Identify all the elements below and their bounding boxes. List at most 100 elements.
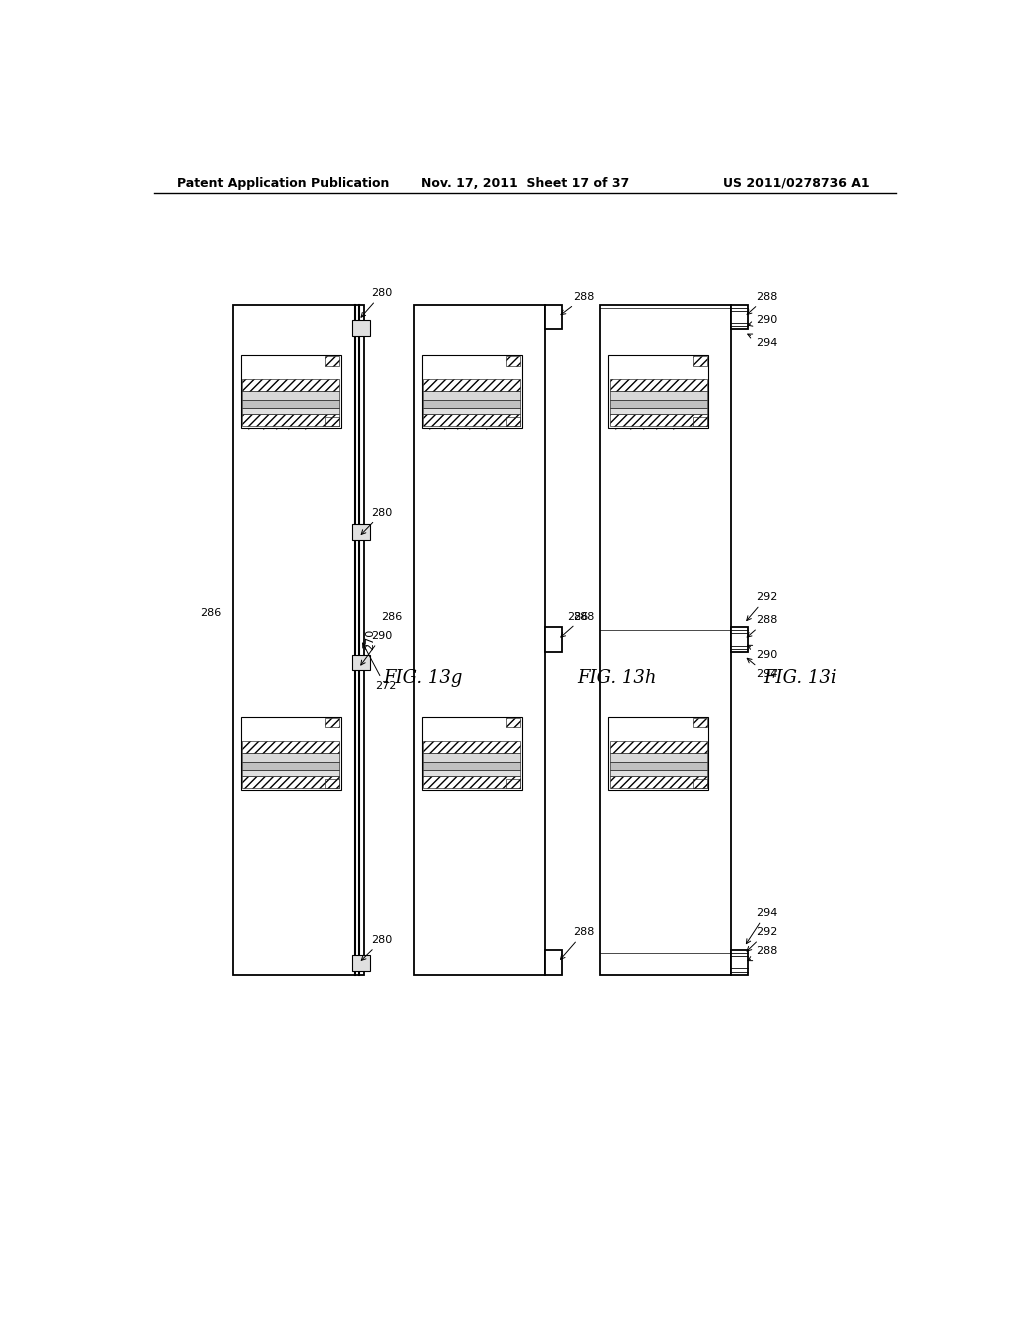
Text: 278: 278 xyxy=(258,413,276,430)
Text: 294: 294 xyxy=(748,334,777,348)
Text: 277: 277 xyxy=(481,775,500,793)
Text: 288: 288 xyxy=(560,927,595,960)
Bar xyxy=(241,717,341,789)
Text: 282: 282 xyxy=(651,413,670,430)
Bar xyxy=(609,391,707,400)
Bar xyxy=(692,417,707,426)
Text: 290: 290 xyxy=(748,645,777,660)
Bar xyxy=(326,356,339,366)
Text: 278: 278 xyxy=(439,775,458,793)
Bar xyxy=(506,417,520,426)
Text: 288: 288 xyxy=(748,292,777,314)
Bar xyxy=(352,321,370,335)
Text: 290: 290 xyxy=(748,315,777,326)
Bar xyxy=(243,752,339,762)
Bar xyxy=(422,355,521,428)
Text: 294: 294 xyxy=(748,659,777,680)
Bar xyxy=(423,414,520,426)
Text: 276: 276 xyxy=(453,413,471,430)
Bar xyxy=(243,400,339,408)
Bar xyxy=(241,355,341,428)
Text: FIG. 13i: FIG. 13i xyxy=(764,669,838,688)
Text: 288: 288 xyxy=(561,611,595,638)
Polygon shape xyxy=(731,627,749,652)
Text: 286: 286 xyxy=(200,607,221,618)
Bar xyxy=(423,770,520,776)
Bar xyxy=(243,741,339,752)
Bar xyxy=(423,741,520,752)
Text: 277: 277 xyxy=(481,413,500,430)
Text: 277: 277 xyxy=(243,413,261,430)
Text: 282: 282 xyxy=(465,413,483,430)
Text: 277: 277 xyxy=(668,413,686,430)
Text: 278: 278 xyxy=(258,775,276,793)
Polygon shape xyxy=(731,305,749,330)
Bar xyxy=(609,762,707,770)
Text: 286: 286 xyxy=(381,611,402,622)
Bar xyxy=(506,718,520,727)
Bar xyxy=(243,762,339,770)
Bar xyxy=(423,391,520,400)
Text: 282: 282 xyxy=(284,775,302,793)
Bar xyxy=(692,718,707,727)
Bar xyxy=(243,776,339,788)
Text: 276: 276 xyxy=(271,413,290,430)
Text: 270: 270 xyxy=(366,630,376,651)
Text: 282: 282 xyxy=(465,775,483,793)
Text: 288: 288 xyxy=(748,615,777,638)
Text: 282: 282 xyxy=(284,413,302,430)
Polygon shape xyxy=(731,950,749,974)
Text: 277: 277 xyxy=(424,413,442,430)
Text: 277: 277 xyxy=(668,775,686,793)
Text: 290: 290 xyxy=(360,631,393,665)
Bar xyxy=(352,524,370,540)
Bar xyxy=(243,414,339,426)
Text: 280: 280 xyxy=(361,508,393,535)
Text: 292: 292 xyxy=(746,593,777,620)
Text: 277: 277 xyxy=(301,775,319,793)
Bar xyxy=(609,752,707,762)
Text: 276: 276 xyxy=(639,413,657,430)
Bar xyxy=(609,408,707,414)
Bar xyxy=(600,305,731,974)
Polygon shape xyxy=(545,305,562,330)
Bar xyxy=(243,379,339,391)
Bar xyxy=(326,718,339,727)
Text: 280: 280 xyxy=(361,288,393,317)
Text: 288: 288 xyxy=(748,946,777,961)
Text: 278: 278 xyxy=(439,413,458,430)
Bar xyxy=(608,717,708,789)
Bar xyxy=(609,776,707,788)
Text: 277: 277 xyxy=(243,775,261,793)
Polygon shape xyxy=(545,627,562,652)
Bar xyxy=(423,752,520,762)
Bar xyxy=(423,762,520,770)
Bar xyxy=(609,379,707,391)
Bar xyxy=(609,741,707,752)
Text: FIG. 13g: FIG. 13g xyxy=(383,669,463,688)
Text: 277: 277 xyxy=(610,413,629,430)
Bar xyxy=(692,779,707,788)
Bar xyxy=(414,305,545,974)
Bar xyxy=(609,400,707,408)
Text: 277: 277 xyxy=(301,413,319,430)
Bar xyxy=(608,355,708,428)
Bar xyxy=(609,414,707,426)
Bar xyxy=(243,391,339,400)
Text: 277: 277 xyxy=(610,775,629,793)
Bar xyxy=(243,408,339,414)
Bar xyxy=(423,776,520,788)
Text: Patent Application Publication: Patent Application Publication xyxy=(177,177,389,190)
Text: 294: 294 xyxy=(746,908,777,944)
Text: 278: 278 xyxy=(626,775,644,793)
Text: 292: 292 xyxy=(748,927,777,952)
Bar xyxy=(692,356,707,366)
Text: 278: 278 xyxy=(626,413,644,430)
Bar xyxy=(233,305,364,974)
Bar xyxy=(423,379,520,391)
Polygon shape xyxy=(545,950,562,974)
Text: FIG. 13h: FIG. 13h xyxy=(578,669,656,688)
Bar xyxy=(422,717,521,789)
Text: Nov. 17, 2011  Sheet 17 of 37: Nov. 17, 2011 Sheet 17 of 37 xyxy=(421,177,629,190)
Bar xyxy=(352,956,370,970)
